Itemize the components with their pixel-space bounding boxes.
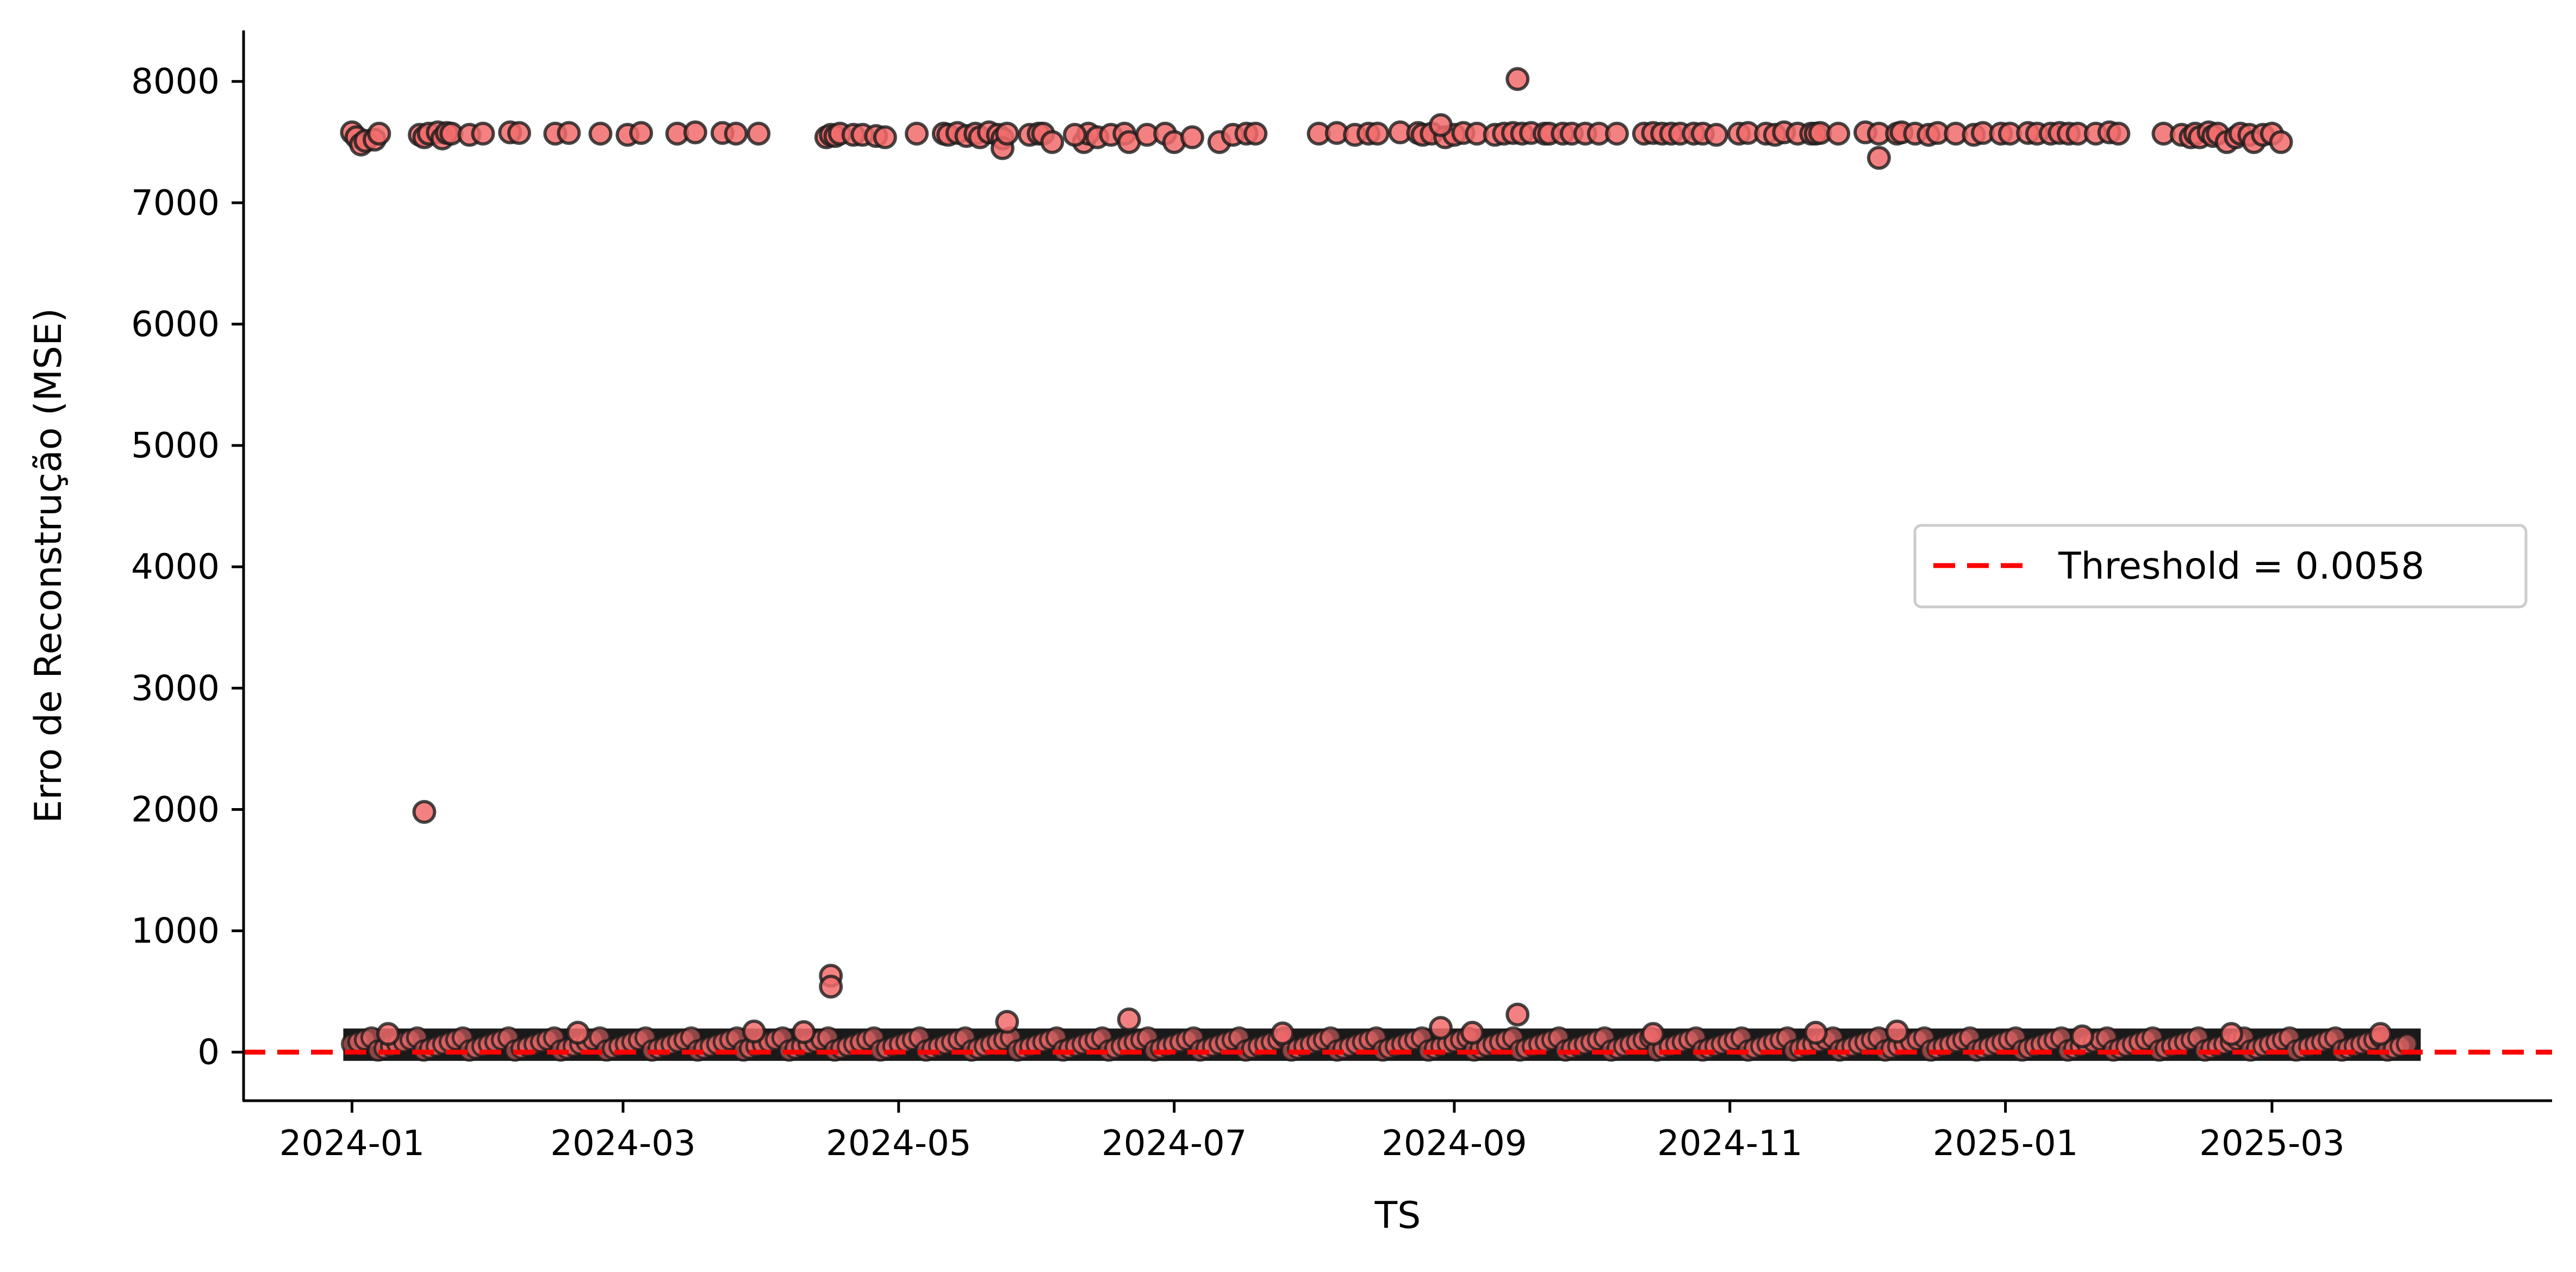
data-point [1271,1021,1295,1046]
data-point [1365,121,1390,146]
data-point [1180,125,1204,150]
data-point [1117,1007,1141,1032]
legend-threshold-label: Threshold = 0.0058 [2058,545,2424,588]
data-point [792,1020,816,1044]
data-point [742,1019,766,1044]
y-ticks: 0 1000 2000 3000 4000 5000 6000 7000 8000 [131,62,244,1073]
legend-box [1913,524,2528,609]
data-point [629,121,654,145]
data-point [2219,1022,2243,1046]
data-point [873,125,897,150]
data-point [1605,121,1629,146]
data-point [1866,146,1891,170]
y-tick-label: 8000 [131,62,220,102]
data-point [412,800,437,824]
data-point [2070,1024,2094,1048]
data-point [2269,130,2293,154]
y-tick-label: 5000 [131,426,220,466]
data-point [588,121,613,146]
data-point [2368,1022,2393,1046]
data-point [1505,67,1530,91]
data-point [1803,1021,1828,1045]
data-point [1062,122,1087,147]
data-point [1460,1021,1485,1045]
data-point [1641,1022,1665,1046]
y-tick-label: 1000 [131,911,220,952]
data-point [724,121,748,146]
dense-band-layer [340,1026,2421,1062]
y-tick-label: 3000 [131,668,220,709]
data-point [367,121,391,146]
y-tick-label: 2000 [131,790,220,830]
data-point [1040,130,1065,154]
x-tick-label: 2024-07 [1102,1124,1247,1164]
data-point [1505,1002,1530,1027]
x-tick-label: 2024-05 [826,1124,971,1164]
x-tick-label: 2024-01 [279,1124,425,1164]
legend: Threshold = 0.0058 [1913,524,2528,609]
data-point [995,121,1019,146]
data-point [2106,121,2131,146]
y-tick-label: 4000 [131,547,220,587]
data-point [471,121,495,146]
data-point [1243,121,1268,146]
data-point [1704,122,1728,147]
x-tick-label: 2024-09 [1382,1124,1527,1164]
data-point [905,121,929,146]
data-point [507,121,531,145]
x-tick-label: 2025-03 [2199,1124,2344,1164]
data-point [1826,121,1851,146]
y-tick-label: 0 [197,1033,220,1073]
data-point [565,1021,590,1045]
points-layer [340,67,2393,1048]
data-point [376,1022,400,1046]
data-point [995,1010,1019,1034]
x-tick-label: 2024-11 [1657,1124,1802,1164]
x-axis-label: TS [1374,1194,1421,1237]
x-tick-label: 2025-01 [1933,1124,2078,1164]
data-point [557,121,581,145]
y-axis-label: Erro de Reconstrução (MSE) [27,308,70,823]
data-point [1428,113,1453,137]
data-point [746,121,771,146]
x-ticks: 2024-01 2024-03 2024-05 2024-07 2024-09 2024-… [279,1101,2345,1164]
y-tick-label: 6000 [131,305,220,345]
data-point [1428,1016,1453,1040]
x-tick-label: 2024-03 [550,1124,695,1164]
data-point [1885,1019,1909,1044]
y-tick-label: 7000 [131,183,220,224]
data-point [683,120,707,145]
data-point [819,975,843,999]
